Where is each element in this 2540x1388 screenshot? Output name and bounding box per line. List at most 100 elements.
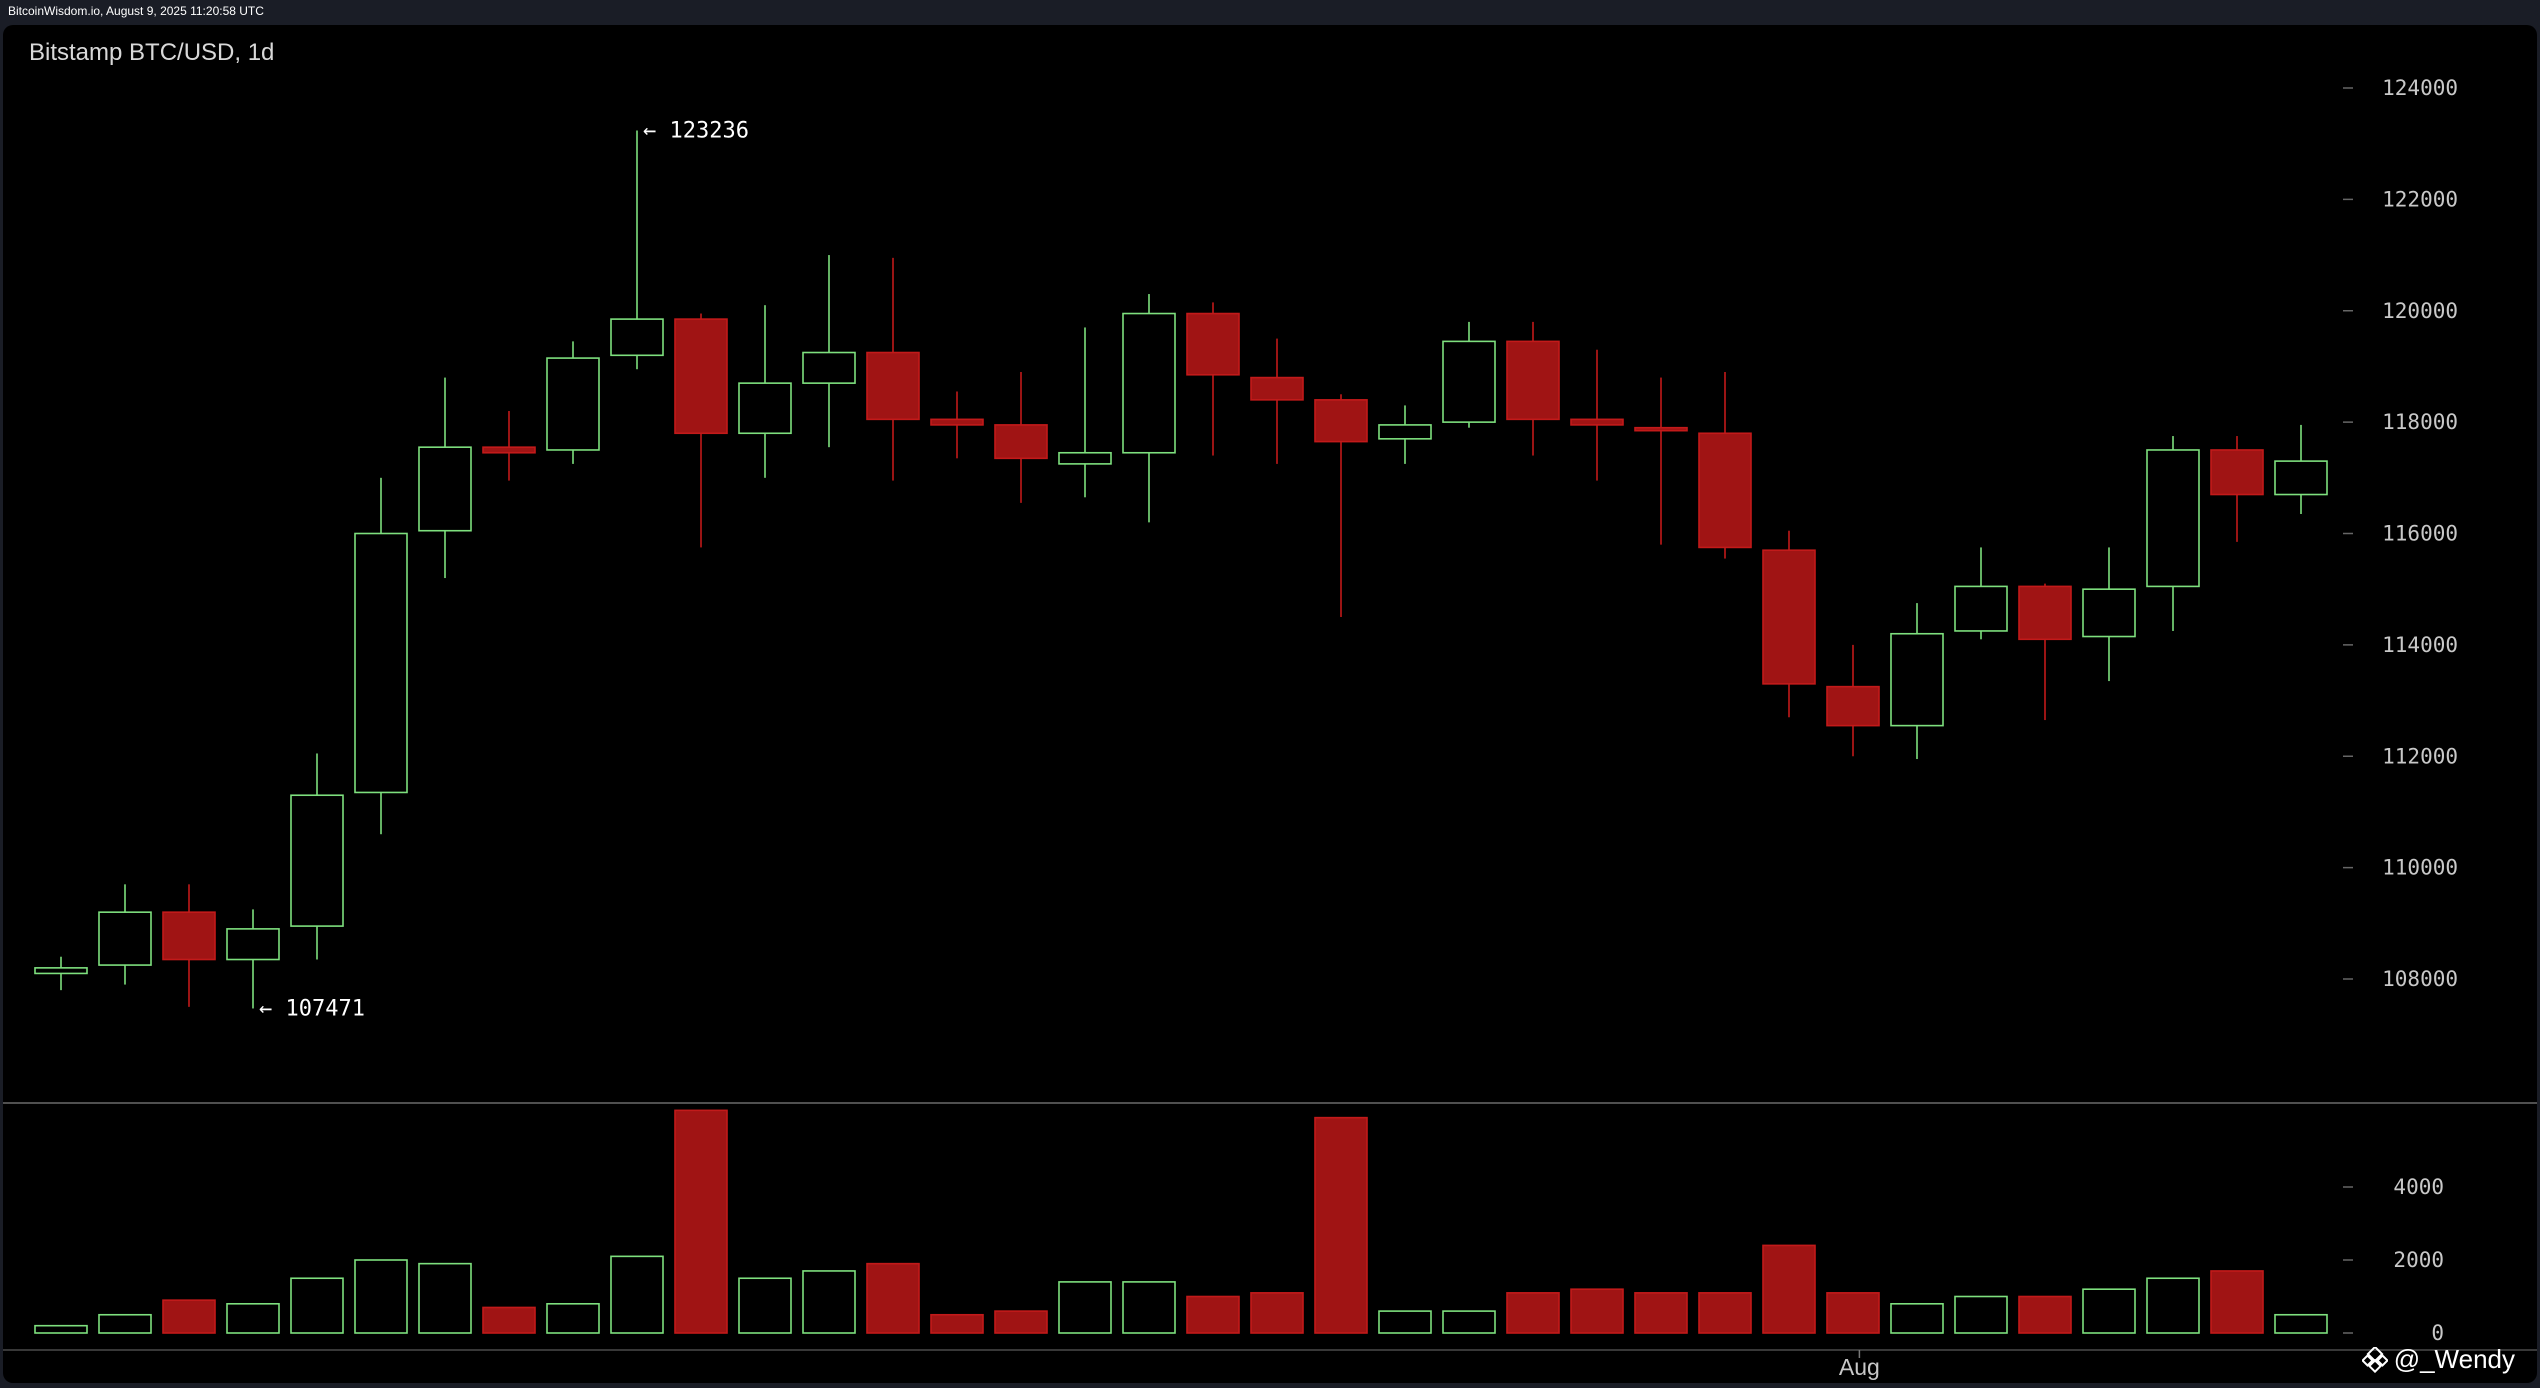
volume-bar: [482, 1306, 536, 1334]
candle-body: [2082, 588, 2136, 638]
volume-bar: [34, 1324, 88, 1334]
candle-body: [1890, 632, 1944, 727]
y-tick-label: 120000: [2382, 299, 2458, 323]
volume-bar: [1634, 1292, 1688, 1334]
candle: [2082, 547, 2136, 682]
y-tick-label: 112000: [2382, 744, 2458, 768]
volume-bar: [226, 1303, 280, 1334]
candle-body: [2018, 585, 2072, 641]
volume-bar: [1570, 1288, 1624, 1334]
candle-body: [1762, 549, 1816, 685]
source-timestamp: BitcoinWisdom.io, August 9, 2025 11:20:5…: [8, 4, 264, 18]
volume-bar: [354, 1259, 408, 1334]
candle-body: [482, 446, 536, 454]
volume-bar: [98, 1313, 152, 1334]
candle: [1826, 644, 1880, 757]
candle-body: [1058, 451, 1112, 465]
volume-bar: [1378, 1310, 1432, 1334]
candle: [1698, 372, 1752, 559]
candle: [2018, 583, 2072, 721]
volume-bar: [1058, 1281, 1112, 1334]
candle-body: [1442, 340, 1496, 423]
candle-body: [2274, 460, 2328, 496]
volume-bar: [674, 1109, 728, 1334]
candle-body: [162, 911, 216, 961]
candle-body: [1570, 418, 1624, 426]
candle-body: [1122, 312, 1176, 454]
candle-body: [610, 318, 664, 357]
volume-bar: [162, 1299, 216, 1334]
y-tick-label: 108000: [2382, 967, 2458, 991]
watermark: @_Wendy: [2361, 1344, 2515, 1375]
volume-bar: [2082, 1288, 2136, 1334]
y-tick-label: 110000: [2382, 856, 2458, 880]
volume-bar: [1506, 1292, 1560, 1334]
candle: [1442, 321, 1496, 428]
volume-bars: [34, 1109, 2328, 1334]
candle: [1954, 547, 2008, 640]
candle: [354, 477, 408, 835]
candle-body: [994, 424, 1048, 460]
candle-body: [1314, 399, 1368, 443]
candle: [2210, 436, 2264, 542]
volume-bar: [2146, 1277, 2200, 1334]
candle: [1762, 530, 1816, 718]
volume-bar: [1698, 1292, 1752, 1334]
candle: [98, 884, 152, 985]
candle: [1378, 405, 1432, 464]
volume-bar: [802, 1270, 856, 1334]
candle-body: [1698, 432, 1752, 549]
volume-bar: [1122, 1281, 1176, 1334]
candle-body: [674, 318, 728, 435]
candle: [162, 884, 216, 1007]
y-tick-label: 124000: [2382, 76, 2458, 100]
y-tick-label: 114000: [2382, 633, 2458, 657]
candle-body: [1954, 585, 2008, 632]
candle: [738, 305, 792, 478]
price-extreme-label: ← 107471: [259, 996, 365, 1021]
annotations: ← 123236 ← 107471: [259, 119, 749, 1022]
price-extreme-label: ← 123236: [643, 119, 749, 144]
candle-body: [1634, 426, 1688, 432]
candle-body: [1378, 424, 1432, 440]
candle: [226, 909, 280, 1009]
watermark-handle: @_Wendy: [2393, 1344, 2515, 1374]
volume-bar: [2210, 1270, 2264, 1334]
volume-bar: [1442, 1310, 1496, 1334]
price-chart[interactable]: Bitstamp BTC/USD, 1d 108000 110000 112000 1…: [3, 25, 2537, 1383]
volume-bar: [1762, 1244, 1816, 1334]
x-tick-label: Aug: [1839, 1354, 1880, 1380]
candle: [2146, 436, 2200, 631]
candle: [1506, 321, 1560, 456]
candle: [34, 956, 88, 991]
candle-body: [802, 351, 856, 384]
candle: [674, 313, 728, 548]
chart-title: Bitstamp BTC/USD, 1d: [29, 39, 274, 66]
candle: [1890, 603, 1944, 760]
volume-tick-label: 4000: [2393, 1175, 2444, 1199]
candle: [1314, 394, 1368, 618]
chart-panel[interactable]: Bitstamp BTC/USD, 1d 108000 110000 112000 1…: [3, 25, 2537, 1383]
candle-body: [1250, 376, 1304, 401]
candle: [1570, 349, 1624, 481]
volume-bar: [738, 1277, 792, 1334]
candle: [610, 130, 664, 370]
candle-body: [2146, 449, 2200, 588]
candle-body: [290, 794, 344, 927]
volume-bar: [2018, 1295, 2072, 1334]
volume-bar: [1954, 1295, 2008, 1334]
candle-body: [34, 967, 88, 975]
candle: [1058, 327, 1112, 498]
volume-bar: [930, 1313, 984, 1334]
candle-body: [1826, 685, 1880, 727]
candle: [482, 410, 536, 481]
volume-tick-label: 0: [2431, 1321, 2444, 1345]
candle-body: [2210, 449, 2264, 496]
candle-body: [354, 532, 408, 794]
candle: [866, 257, 920, 481]
candle-body: [738, 382, 792, 435]
candle-body: [1186, 312, 1240, 376]
candle: [1186, 302, 1240, 456]
candles: [34, 130, 2328, 1009]
volume-bar: [1250, 1292, 1304, 1334]
